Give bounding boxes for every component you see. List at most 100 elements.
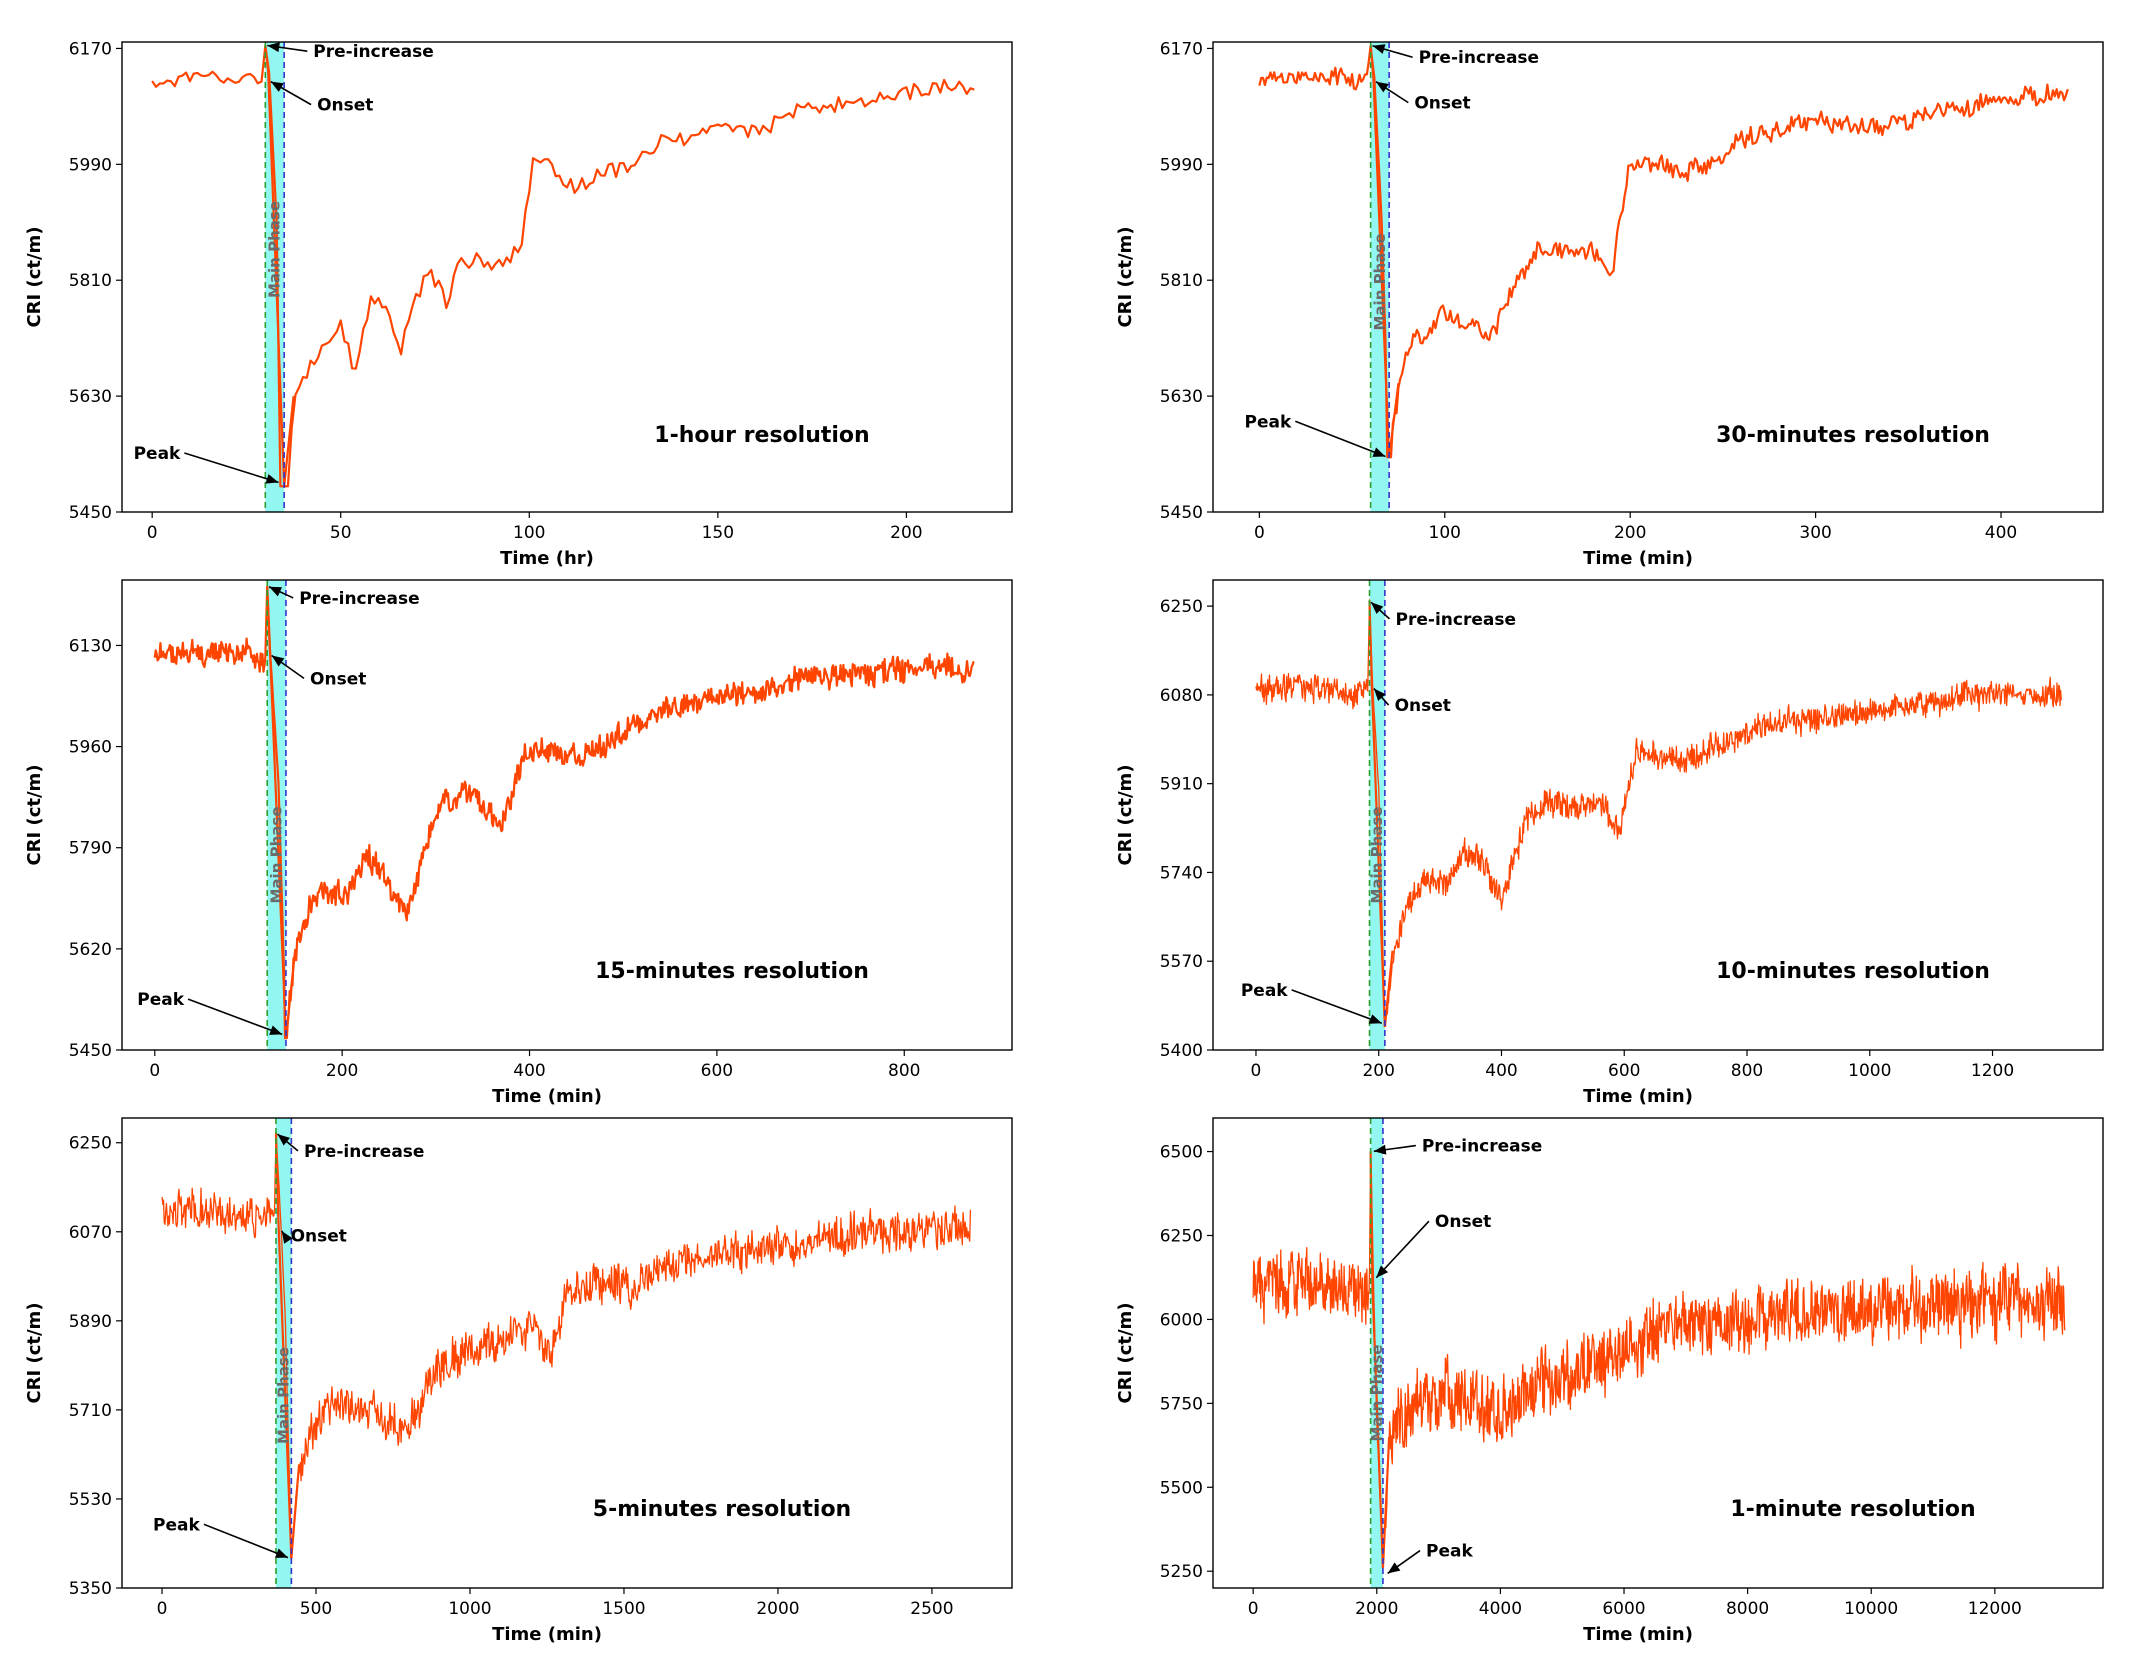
x-tick-label: 200 — [326, 1061, 358, 1081]
y-tick-label: 5960 — [69, 738, 112, 758]
annotation-arrowhead — [1372, 447, 1386, 457]
x-tick-label: 400 — [1985, 523, 2017, 543]
resolution-label: 10-minutes resolution — [1716, 959, 1990, 984]
series-line — [151, 44, 975, 488]
x-tick-label: 2500 — [910, 1599, 953, 1619]
x-tick-label: 300 — [1799, 523, 1831, 543]
annotation-arrowhead — [269, 1025, 283, 1035]
x-tick-label: 2000 — [1355, 1599, 1398, 1619]
annotation-pre-increase: Pre-increase — [299, 589, 419, 609]
annotation-pre-increase: Pre-increase — [1422, 1137, 1542, 1157]
resolution-label: 1-hour resolution — [654, 423, 869, 448]
x-tick-label: 500 — [300, 1599, 332, 1619]
annotation-peak: Peak — [134, 444, 181, 464]
x-tick-label: 10000 — [1844, 1599, 1898, 1619]
y-tick-label: 5910 — [1160, 775, 1203, 795]
annotation-peak: Peak — [153, 1515, 200, 1535]
main-phase-drop — [264, 45, 295, 487]
x-tick-label: 0 — [157, 1599, 168, 1619]
series-line — [1255, 599, 2062, 1028]
main-phase-drop — [1368, 600, 1394, 1027]
chart-panel-5: Main Phase 0 500 1000 1500 2000 2500 5350 5530 57… — [24, 1117, 1013, 1645]
annotation-arrow — [1295, 420, 1386, 458]
annotation-arrowhead — [1373, 1144, 1387, 1155]
x-tick-label: 1500 — [602, 1599, 645, 1619]
axes-frame — [1212, 579, 2104, 1051]
annotation-arrowhead — [1376, 1265, 1389, 1278]
annotation-arrowhead — [274, 1548, 288, 1558]
annotation-pre-increase: Pre-increase — [313, 42, 433, 62]
annotation-pre-increase: Pre-increase — [1396, 610, 1516, 630]
y-tick-label: 5630 — [1160, 387, 1203, 407]
x-tick-label: 0 — [1254, 523, 1265, 543]
chart-panel-3: Main Phase 0 200 400 600 800 5450 5620 5790 5960 6… — [24, 579, 1013, 1107]
main-phase-label: Main Phase — [268, 807, 286, 904]
resolution-label: 30-minutes resolution — [1716, 423, 1990, 448]
main-phase-label: Main Phase — [1368, 807, 1386, 904]
annotation-peak: Peak — [1426, 1542, 1473, 1562]
y-tick-label: 5450 — [69, 503, 112, 523]
x-axis-label: Time (min) — [1583, 1086, 1693, 1107]
y-tick-label: 5810 — [69, 271, 112, 291]
x-tick-label: 0 — [1251, 1061, 1262, 1081]
y-tick-label: 5620 — [69, 940, 112, 960]
x-axis-label: Time (min) — [492, 1624, 602, 1645]
y-tick-label: 5710 — [69, 1401, 112, 1421]
annotation-pre-increase: Pre-increase — [304, 1142, 424, 1162]
y-tick-label: 5450 — [1160, 503, 1203, 523]
main-phase-label: Main Phase — [275, 1347, 293, 1444]
x-tick-label: 200 — [890, 523, 922, 543]
chart-panel-4: Main Phase 0 200 400 600 800 1000 1200 5400 5570 5… — [1115, 579, 2104, 1107]
annotation-arrowhead — [277, 1134, 290, 1146]
y-tick-label: 6500 — [1160, 1143, 1203, 1163]
annotation-onset: Onset — [291, 1226, 347, 1246]
annotation-arrowhead — [1375, 81, 1389, 93]
x-tick-label: 200 — [1614, 523, 1646, 543]
annotation-arrowhead — [269, 586, 283, 597]
y-tick-label: 5740 — [1160, 863, 1203, 883]
main-phase-label: Main Phase — [1371, 234, 1389, 331]
x-tick-label: 800 — [888, 1061, 920, 1081]
y-tick-label: 5790 — [69, 839, 112, 859]
x-tick-label: 1200 — [1971, 1061, 2014, 1081]
main-phase-label: Main Phase — [1368, 1345, 1386, 1442]
annotation-arrow — [1375, 1220, 1430, 1279]
x-axis-label: Time (hr) — [500, 548, 594, 569]
annotation-arrow — [184, 452, 279, 484]
y-axis-label: CRI (ct/m) — [1115, 226, 1136, 327]
y-axis-label: CRI (ct/m) — [24, 226, 45, 327]
y-tick-label: 5350 — [69, 1579, 112, 1599]
annotation-onset: Onset — [1395, 696, 1451, 716]
annotation-peak: Peak — [1245, 412, 1292, 432]
main-phase-label: Main Phase — [266, 201, 284, 298]
y-tick-label: 5450 — [69, 1041, 112, 1061]
annotation-arrowhead — [270, 81, 284, 92]
y-axis-label: CRI (ct/m) — [1115, 764, 1136, 865]
y-axis-label: CRI (ct/m) — [1115, 1302, 1136, 1403]
y-tick-label: 5990 — [1160, 155, 1203, 175]
x-tick-label: 1000 — [1848, 1061, 1891, 1081]
x-tick-label: 1000 — [448, 1599, 491, 1619]
axes-frame — [1212, 1117, 2104, 1589]
y-axis-label: CRI (ct/m) — [24, 1302, 45, 1403]
main-phase-drop — [1369, 1151, 1391, 1568]
annotation-arrow — [203, 1523, 289, 1559]
x-tick-label: 100 — [1429, 523, 1461, 543]
y-tick-label: 5400 — [1160, 1041, 1203, 1061]
x-tick-label: 6000 — [1602, 1599, 1645, 1619]
annotation-pre-increase: Pre-increase — [1419, 48, 1539, 68]
annotation-onset: Onset — [1414, 94, 1470, 114]
y-tick-label: 6250 — [1160, 1227, 1203, 1247]
x-tick-label: 50 — [330, 523, 352, 543]
chart-panel-6: Main Phase 0 2000 4000 6000 8000 10000 12000 525… — [1115, 1117, 2104, 1645]
annotation-onset: Onset — [310, 669, 366, 689]
main-phase-band — [1370, 42, 1390, 512]
chart-panel-1: Main Phase 0 50 100 150 200 5450 5630 5810 5990 61… — [24, 39, 1013, 569]
annotation-arrowhead — [1373, 688, 1386, 701]
y-tick-label: 6250 — [69, 1134, 112, 1154]
y-tick-label: 6080 — [1160, 686, 1203, 706]
x-tick-label: 400 — [1485, 1061, 1517, 1081]
axes-frame — [121, 41, 1013, 513]
y-tick-label: 5250 — [1160, 1562, 1203, 1582]
